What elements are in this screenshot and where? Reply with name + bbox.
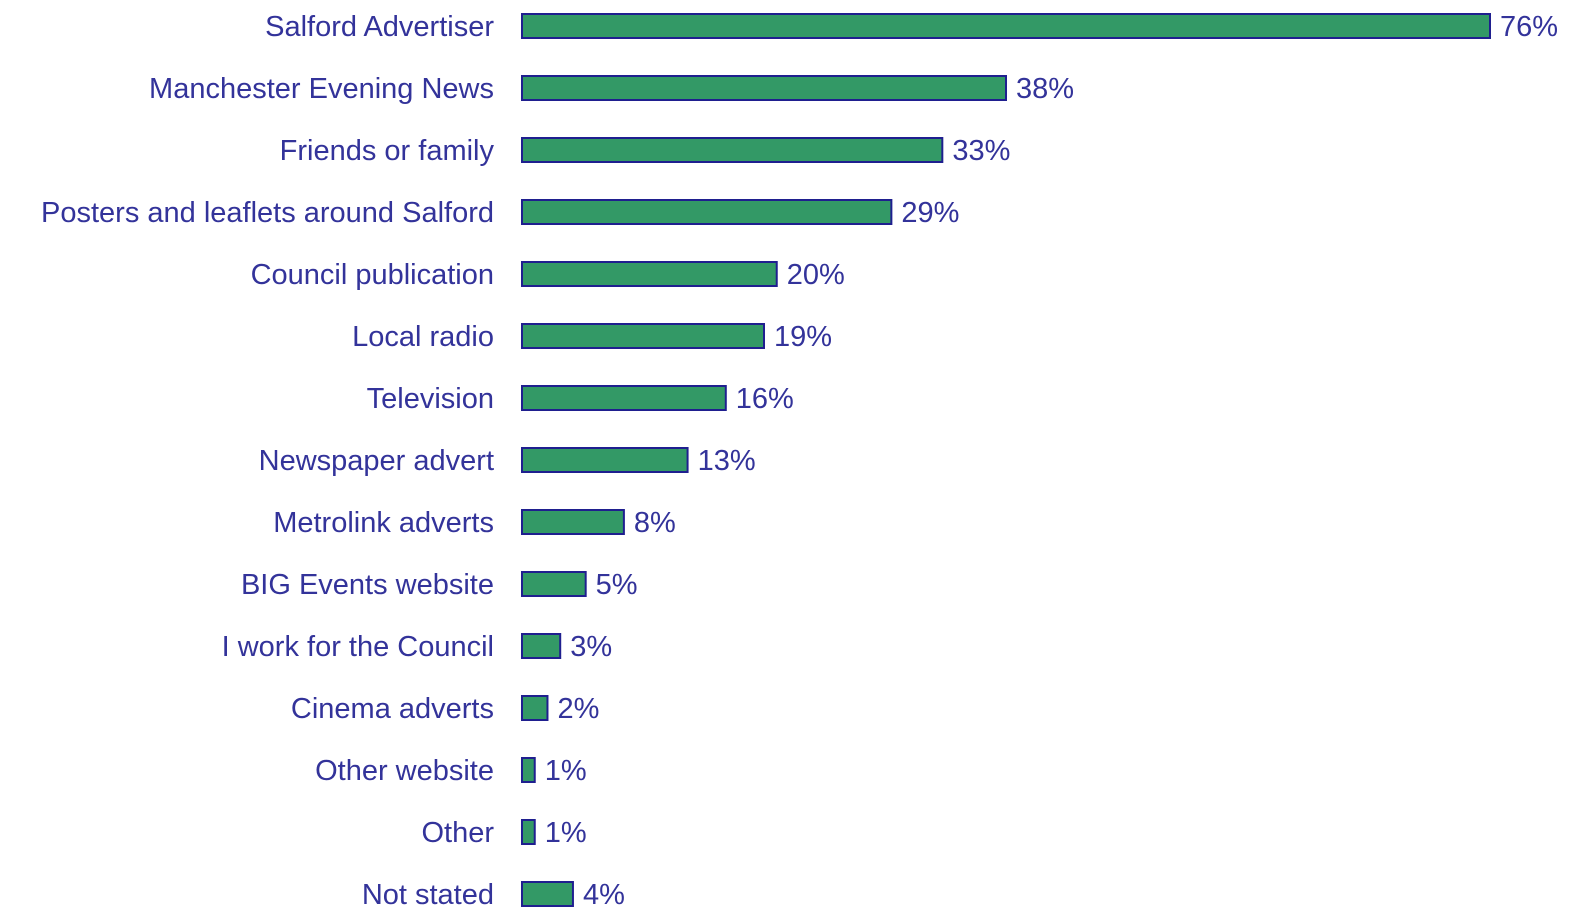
value-label: 38%: [1016, 73, 1074, 105]
category-label: Not stated: [362, 879, 494, 911]
category-label: Council publication: [251, 259, 494, 291]
bar: [521, 199, 893, 225]
bar: [521, 819, 536, 845]
value-label: 4%: [583, 879, 625, 911]
value-label: 1%: [545, 817, 587, 849]
category-label: Local radio: [352, 321, 494, 353]
bar: [521, 757, 536, 783]
category-labels: Salford Advertiser Manchester Evening New…: [41, 11, 495, 911]
category-label: Friends or family: [280, 135, 495, 167]
bar: [521, 75, 1007, 101]
category-label: Other website: [315, 755, 494, 787]
bar: [521, 509, 625, 535]
bar: [521, 447, 689, 473]
bar: [521, 323, 765, 349]
value-label: 33%: [952, 135, 1010, 167]
value-labels: 76% 38%33% 29% 20% 19% 16% 13% 8% 5% 3% 2% 1% 1% 4%: [545, 11, 1558, 911]
category-label: Posters and leaflets around Salford: [41, 197, 494, 229]
bar: [521, 571, 587, 597]
category-label: Manchester Evening News: [149, 73, 494, 105]
value-label: 2%: [557, 693, 599, 725]
category-label: Television: [367, 383, 494, 415]
value-label: 13%: [698, 445, 756, 477]
category-label: BIG Events website: [241, 569, 494, 601]
value-label: 1%: [545, 755, 587, 787]
category-label: Metrolink adverts: [273, 507, 494, 539]
bar: [521, 385, 727, 411]
category-label: Other: [421, 817, 494, 849]
bars: [521, 13, 1491, 907]
bar: [521, 261, 778, 287]
bar: [521, 13, 1491, 39]
category-label: Cinema adverts: [291, 693, 494, 725]
value-label: 3%: [570, 631, 612, 663]
value-label: 29%: [901, 197, 959, 229]
category-label: Salford Advertiser: [265, 11, 494, 43]
bar: [521, 695, 549, 721]
value-label: 19%: [774, 321, 832, 353]
value-label: 76%: [1500, 11, 1558, 43]
category-label: Newspaper advert: [259, 445, 494, 477]
bar: [521, 881, 574, 907]
category-label: I work for the Council: [222, 631, 494, 663]
bar: [521, 633, 562, 659]
value-label: 16%: [736, 383, 794, 415]
value-label: 20%: [787, 259, 845, 291]
bar: [521, 137, 944, 163]
value-label: 5%: [596, 569, 638, 601]
value-label: 8%: [634, 507, 676, 539]
